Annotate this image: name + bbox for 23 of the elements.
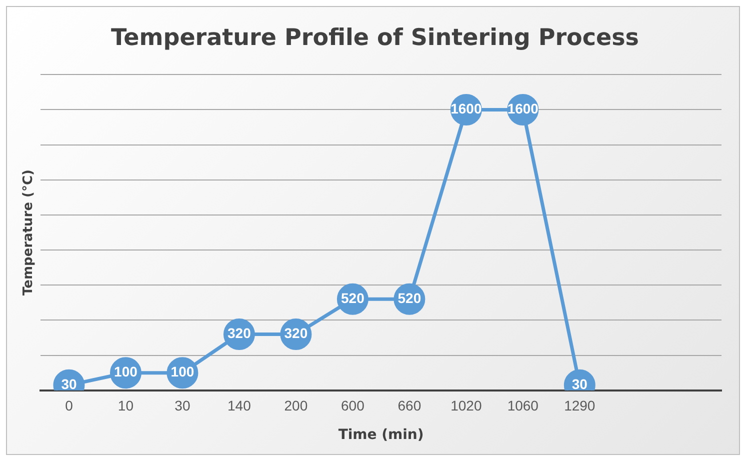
- data-label: 1600: [450, 100, 482, 117]
- x-tick-label: 30: [174, 398, 190, 414]
- data-label: 100: [170, 364, 194, 380]
- x-tick-label: 0: [65, 398, 74, 414]
- chart-title: Temperature Profile of Sintering Process: [111, 24, 639, 51]
- data-label: 1600: [507, 100, 539, 117]
- data-label: 520: [398, 290, 422, 306]
- x-tick-label: 10: [118, 398, 134, 414]
- data-label: 320: [284, 325, 308, 342]
- x-tick-label: 600: [341, 398, 365, 414]
- x-tick-label: 660: [398, 398, 422, 414]
- data-label: 30: [61, 376, 77, 392]
- data-label: 520: [341, 290, 365, 306]
- data-label: 30: [572, 376, 588, 392]
- x-axis-title: Time (min): [338, 427, 424, 444]
- x-tick-label: 1060: [507, 398, 539, 414]
- data-label: 320: [228, 325, 252, 342]
- x-tick-label: 1020: [450, 398, 482, 414]
- x-tick-label: 200: [284, 398, 308, 414]
- x-tick-label: 1290: [564, 398, 596, 414]
- x-tick-label: 140: [228, 398, 252, 414]
- y-axis-title: Temperature (°C): [21, 170, 36, 296]
- data-label: 100: [114, 364, 138, 380]
